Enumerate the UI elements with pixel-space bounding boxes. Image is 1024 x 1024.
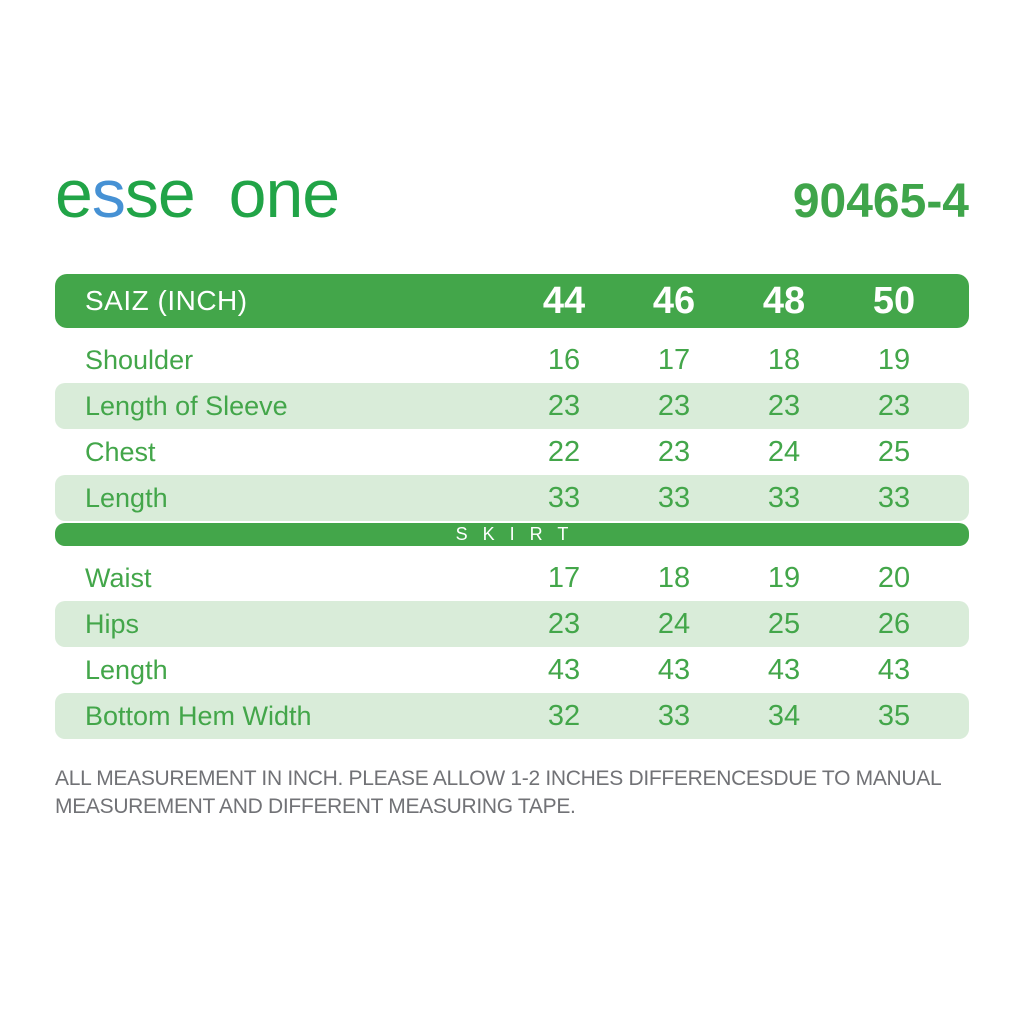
measurement-value: 24 <box>657 607 691 640</box>
measurement-note: ALL MEASUREMENT IN INCH. PLEASE ALLOW 1-… <box>55 767 941 818</box>
logo-letters: se <box>124 156 196 232</box>
logo-letter: e <box>55 156 93 232</box>
measurement-value: 20 <box>877 561 911 594</box>
size-column-header: 44 <box>542 279 586 322</box>
brand-logo: esse one <box>55 160 340 228</box>
measurement-row-hips: Hips 23 24 25 26 <box>55 601 969 647</box>
size-column-header: 46 <box>652 279 696 322</box>
measurement-row-shoulder: Shoulder 16 17 18 19 <box>55 337 969 383</box>
measurement-value: 33 <box>547 481 581 514</box>
row-label: Bottom Hem Width <box>85 700 312 731</box>
logo-word-two: one <box>228 156 340 232</box>
measurement-value: 43 <box>657 653 691 686</box>
measurement-value: 43 <box>877 653 911 686</box>
measurement-value: 33 <box>767 481 801 514</box>
measurement-value: 19 <box>767 561 801 594</box>
measurement-value: 17 <box>547 561 581 594</box>
measurement-value: 22 <box>547 435 581 468</box>
measurement-value: 23 <box>877 389 911 422</box>
measurement-value: 35 <box>877 699 911 732</box>
row-label: Length <box>85 482 168 513</box>
skirt-section-divider: SKIRT <box>55 523 969 546</box>
measurement-value: 18 <box>767 343 801 376</box>
table-header-row: SAIZ (INCH) 44 46 48 50 <box>55 274 969 328</box>
row-label: Waist <box>85 562 152 593</box>
measurement-value: 25 <box>767 607 801 640</box>
measurement-value: 25 <box>877 435 911 468</box>
table-header-label: SAIZ (INCH) <box>85 285 248 316</box>
blouse-rows: Shoulder 16 17 18 19 Length of Sleeve 23… <box>55 337 969 521</box>
measurement-value: 16 <box>547 343 581 376</box>
measurement-value: 33 <box>877 481 911 514</box>
measurement-value: 33 <box>657 699 691 732</box>
size-table: SAIZ (INCH) 44 46 48 50 Shoulder 16 17 1… <box>55 274 969 739</box>
row-label: Chest <box>85 436 156 467</box>
measurement-value: 26 <box>877 607 911 640</box>
measurement-value: 43 <box>547 653 581 686</box>
row-label: Hips <box>85 608 140 639</box>
measurement-row-skirt-length: Length 43 43 43 43 <box>55 647 969 693</box>
measurement-value: 19 <box>877 343 911 376</box>
measurement-value: 23 <box>657 435 691 468</box>
size-column-header: 50 <box>872 279 916 322</box>
measurement-value: 18 <box>657 561 691 594</box>
product-code: 90465-4 <box>792 175 969 228</box>
measurement-value: 43 <box>767 653 801 686</box>
skirt-rows: Waist 17 18 19 20 Hips 23 24 25 26 Lengt… <box>55 555 969 739</box>
measurement-value: 33 <box>657 481 691 514</box>
measurement-value: 23 <box>547 389 581 422</box>
measurement-row-length: Length 33 33 33 33 <box>55 475 969 521</box>
brand-header: esse one 90465-4 <box>55 160 969 228</box>
measurement-value: 23 <box>657 389 691 422</box>
measurement-row-chest: Chest 22 23 24 25 <box>55 429 969 475</box>
measurement-value: 17 <box>657 343 691 376</box>
row-label: Shoulder <box>85 344 194 375</box>
row-label: Length <box>85 654 168 685</box>
measurement-value: 32 <box>547 699 581 732</box>
measurement-row-bottom-hem-width: Bottom Hem Width 32 33 34 35 <box>55 693 969 739</box>
measurement-row-waist: Waist 17 18 19 20 <box>55 555 969 601</box>
measurement-value: 24 <box>767 435 801 468</box>
measurement-value: 34 <box>767 699 801 732</box>
row-label: Length of Sleeve <box>85 390 288 421</box>
measurement-value: 23 <box>547 607 581 640</box>
measurement-value: 23 <box>767 389 801 422</box>
measurement-row-sleeve-length: Length of Sleeve 23 23 23 23 <box>55 383 969 429</box>
logo-letter-blue: s <box>91 156 126 232</box>
size-column-header: 48 <box>762 279 806 322</box>
